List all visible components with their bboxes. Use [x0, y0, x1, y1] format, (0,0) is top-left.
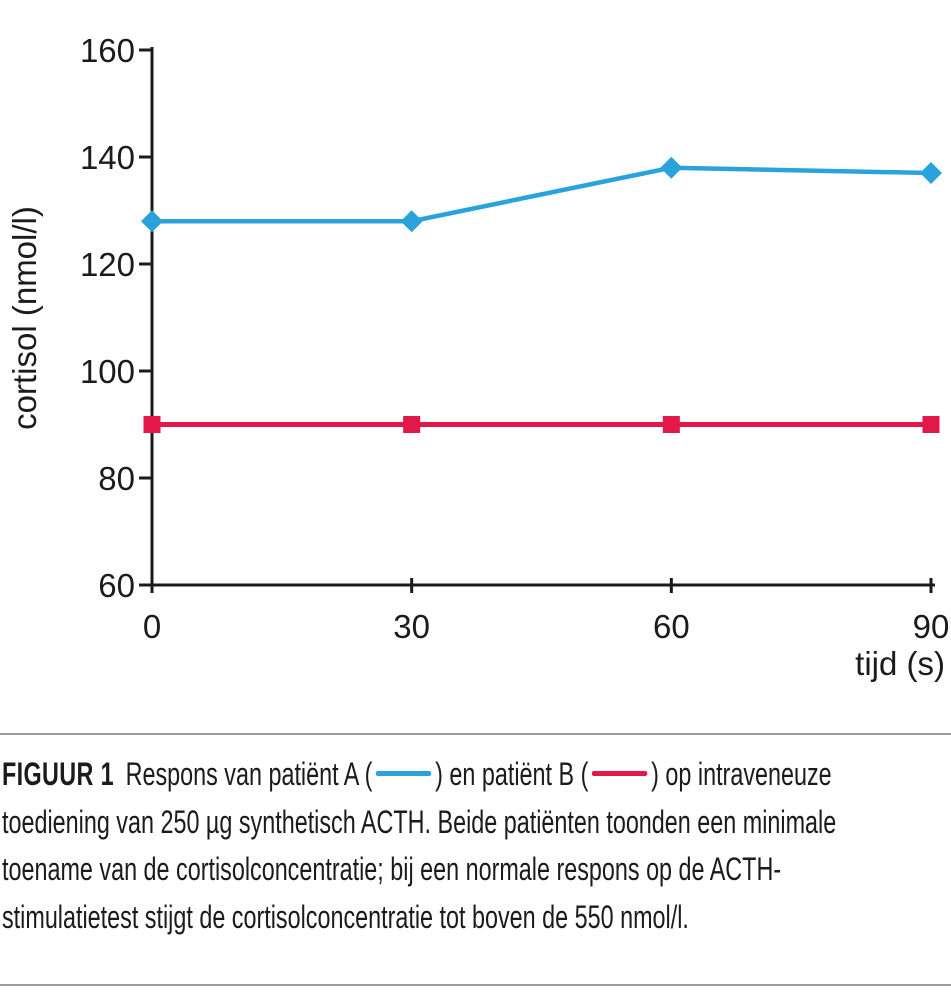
caption-line-3: toename van de cortisolconcentratie; bij…	[2, 851, 782, 887]
patient-a-legend-line	[376, 771, 432, 776]
y-tick-label: 100	[80, 353, 135, 390]
caption-text-1b: ) en patiënt B (	[435, 756, 589, 792]
caption-text-1a: Respons van patiënt A (	[125, 756, 373, 792]
caption-text-1c: ) op intraveneuze	[651, 756, 832, 792]
marker-square-patient-b	[143, 416, 161, 433]
marker-diamond-patient-a	[920, 162, 942, 185]
y-tick-label: 140	[80, 139, 135, 176]
bottom-rule	[0, 984, 951, 986]
marker-square-patient-b	[922, 416, 940, 433]
y-axis-title: cortisol (nmol/l)	[6, 206, 43, 430]
figure-caption: FIGUUR 1 Respons van patiënt A ( ) en pati…	[2, 751, 951, 941]
caption-top-rule	[0, 733, 951, 735]
y-tick-label: 60	[98, 567, 135, 604]
figure-label: FIGUUR 1	[2, 756, 114, 792]
series-line-patient-a	[149, 165, 934, 224]
x-tick-label: 90	[913, 608, 950, 645]
x-tick-label: 30	[393, 608, 430, 645]
caption-line-4: stimulatietest stijgt de cortisolconcent…	[2, 898, 689, 935]
caption-line-1: FIGUUR 1 Respons van patiënt A ( ) en pati…	[2, 751, 832, 799]
y-tick-label: 80	[98, 460, 135, 497]
patient-b-legend-line	[592, 771, 648, 776]
x-axis-title: tijd (s)	[855, 645, 945, 682]
x-tick-label: 60	[653, 608, 690, 645]
marker-square-patient-b	[403, 416, 421, 433]
x-tick-label: 0	[143, 608, 161, 645]
marker-diamond-patient-a	[400, 210, 423, 233]
y-tick-label: 120	[80, 246, 135, 283]
marker-diamond-patient-a	[141, 210, 163, 233]
marker-diamond-patient-a	[660, 156, 683, 179]
y-tick-label: 160	[80, 32, 135, 69]
marker-square-patient-b	[662, 416, 680, 433]
cortisol-chart: 60 80 100 120 140 160 0 30 60 90 cortisol (nmol/l)…	[6, 32, 950, 682]
caption-line-2: toediening van 250 µg synthetisch ACTH. …	[2, 803, 837, 840]
